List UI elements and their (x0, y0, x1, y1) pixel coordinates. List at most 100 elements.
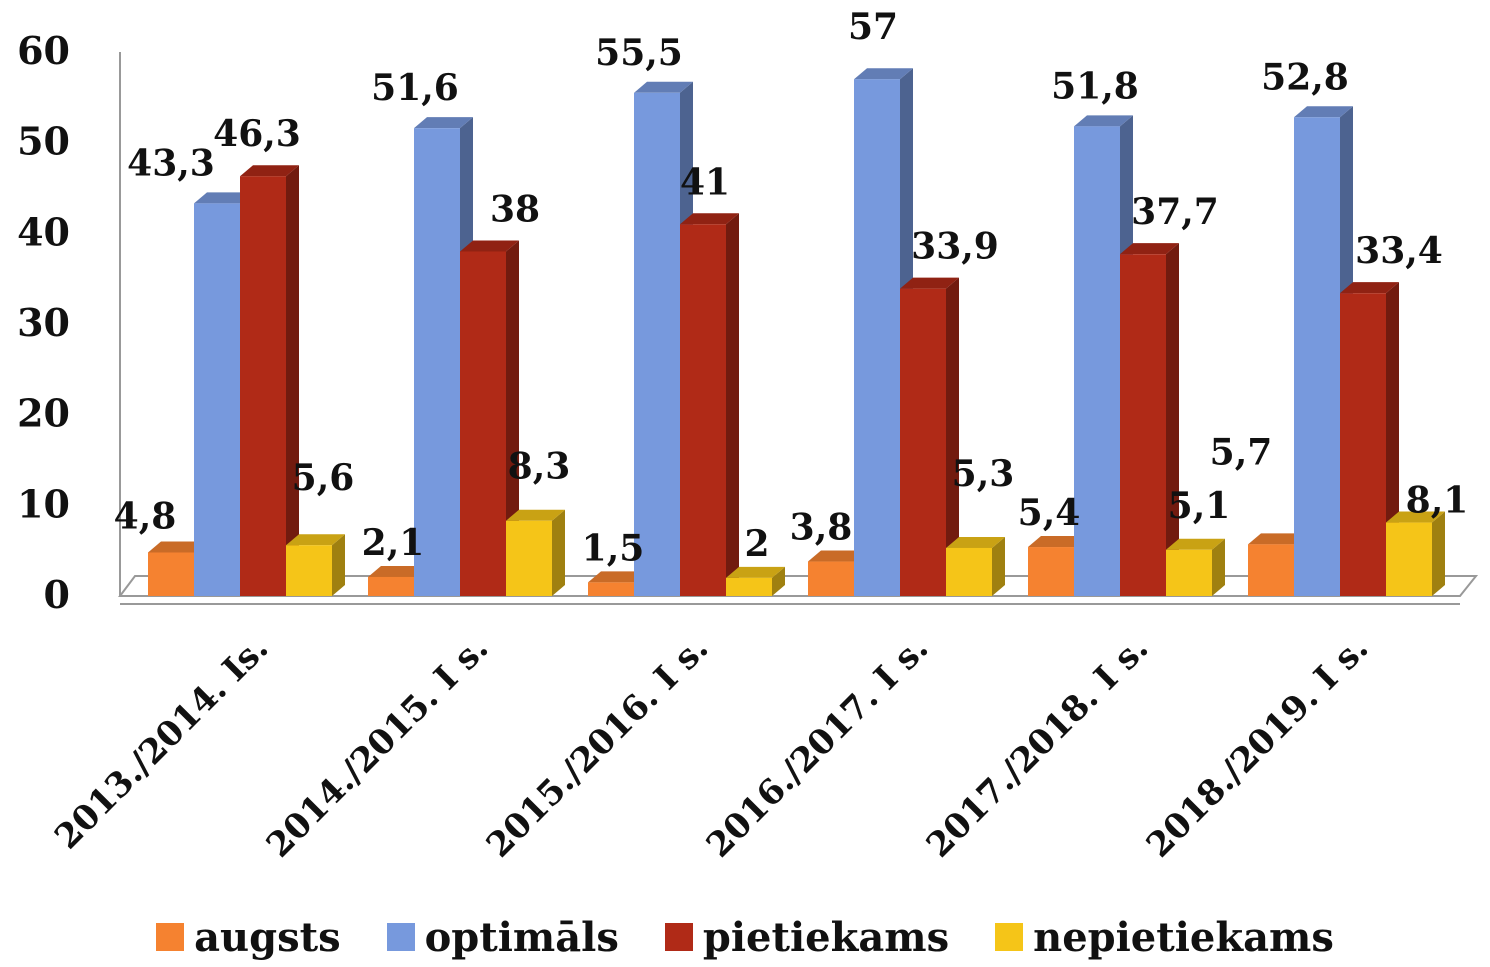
y-tick-label: 20 (17, 391, 70, 436)
y-tick-label: 10 (17, 481, 70, 526)
bar-optimāls (854, 79, 900, 596)
bar-pietiekams (680, 224, 726, 596)
bar-top-optimāls (194, 192, 253, 204)
bar-augsts (1248, 544, 1294, 596)
y-tick-label: 40 (17, 209, 70, 254)
y-tick-label: 50 (17, 119, 70, 164)
legend-label: nepietiekams (1033, 913, 1334, 961)
bar-top-augsts (1028, 536, 1087, 548)
bar-side-pietiekams (1166, 243, 1179, 597)
bar-augsts (588, 582, 634, 596)
bar-top-augsts (588, 571, 647, 583)
bar-top-augsts (808, 550, 867, 562)
data-labels: 4,8 43,346,3 5,62,1 51,6 38 8,3 1,5 55,5 41 2 3,8 5… (114, 6, 1469, 569)
y-axis-ticks: 0 10 20 30 40 50 60 (17, 28, 70, 617)
bar-nepietiekams (1166, 549, 1212, 596)
bar-top-pietiekams (680, 213, 739, 225)
bar-augsts (148, 552, 194, 596)
bar-nepietiekams (286, 545, 332, 596)
data-label-pietiekams: 46,3 (213, 113, 301, 155)
chart-legend: augsts optimāls pietiekams nepietiekams (0, 912, 1490, 962)
bar-optimāls (1294, 117, 1340, 596)
x-tick-label: 2018./2019. I s. (1139, 628, 1377, 866)
bar-pietiekams (460, 251, 506, 596)
legend-item-augsts: augsts (156, 913, 341, 961)
bar-top-nepietiekams (506, 509, 565, 521)
bar-nepietiekams (1386, 522, 1432, 596)
legend-label: pietiekams (702, 913, 950, 961)
bar-optimāls (634, 92, 680, 597)
y-tick-label: 60 (17, 28, 70, 73)
data-label-pietiekams: 33,4 (1355, 230, 1443, 272)
chart-bars (148, 68, 1445, 597)
bar-top-nepietiekams (1386, 511, 1445, 523)
bar-pietiekams (900, 288, 946, 596)
data-label-augsts: 5,7 (1210, 431, 1273, 473)
bar-nepietiekams (946, 547, 992, 596)
data-label-optimāls: 43,3 (127, 142, 215, 184)
legend-item-nepietiekams: nepietiekams (995, 914, 1334, 961)
bar-optimāls (1074, 126, 1120, 596)
legend-label: augsts (194, 913, 341, 961)
bar-chart: 0 10 20 30 40 50 60 4,8 43,346,3 5,62,1 51,6 38 8,3… (17, 6, 1479, 866)
bar-top-augsts (148, 541, 207, 553)
bar-augsts (1028, 547, 1074, 596)
bar-optimāls (414, 128, 460, 596)
data-label-optimāls: 52,8 (1261, 56, 1349, 98)
bar-top-pietiekams (1340, 282, 1399, 294)
bar-pietiekams (1340, 293, 1386, 596)
data-label-augsts: 1,5 (582, 527, 645, 569)
bar-nepietiekams (726, 577, 772, 596)
bar-top-pietiekams (240, 165, 299, 177)
data-label-pietiekams: 38 (490, 188, 540, 230)
legend-item-optimāls: optimāls (386, 913, 619, 961)
bar-side-pietiekams (506, 240, 519, 596)
data-label-nepietiekams: 5,1 (1168, 485, 1231, 527)
bar-side-nepietiekams (772, 566, 785, 596)
data-label-nepietiekams: 8,3 (508, 446, 571, 488)
bar-pietiekams (1120, 254, 1166, 597)
bar-top-pietiekams (1120, 243, 1179, 255)
bar-augsts (808, 561, 854, 596)
bar-top-pietiekams (460, 240, 519, 252)
data-label-nepietiekams: 2 (744, 523, 769, 565)
data-label-nepietiekams: 5,3 (952, 453, 1015, 495)
data-label-augsts: 4,8 (114, 495, 177, 537)
bar-side-nepietiekams (552, 509, 565, 596)
x-tick-label: 2014./2015. I s. (259, 628, 497, 866)
x-axis-ticks: 2013./2014. Is.2014./2015. I s.2015./201… (47, 628, 1376, 866)
bar-side-pietiekams (726, 213, 739, 596)
data-label-optimāls: 57 (848, 6, 898, 48)
legend-swatch (995, 923, 1024, 951)
bar-nepietiekams (506, 520, 552, 596)
data-label-augsts: 2,1 (362, 522, 425, 564)
bar-top-optimāls (1294, 106, 1353, 118)
legend-swatch (386, 923, 415, 951)
bar-optimāls (194, 203, 240, 596)
x-tick-label: 2013./2014. Is. (47, 628, 276, 857)
y-tick-label: 30 (17, 300, 70, 345)
x-tick-label: 2016./2017. I s. (699, 628, 937, 866)
y-tick-label: 0 (44, 572, 70, 617)
data-label-optimāls: 51,8 (1051, 65, 1139, 107)
data-label-augsts: 3,8 (790, 507, 853, 549)
bar-top-nepietiekams (1166, 538, 1225, 550)
bar-side-nepietiekams (1212, 538, 1225, 596)
data-label-pietiekams: 37,7 (1131, 191, 1219, 233)
bar-top-optimāls (1074, 115, 1133, 127)
bar-top-augsts (368, 565, 427, 577)
bar-top-nepietiekams (946, 536, 1005, 548)
bar-top-pietiekams (900, 277, 959, 289)
legend-label: optimāls (424, 913, 619, 961)
bar-side-pietiekams (286, 165, 299, 597)
x-tick-label: 2017./2018. I s. (919, 628, 1157, 866)
bar-top-optimāls (854, 68, 913, 80)
bar-side-nepietiekams (332, 534, 345, 596)
bar-top-optimāls (634, 81, 693, 93)
data-label-optimāls: 55,5 (595, 32, 683, 74)
bar-top-nepietiekams (286, 534, 345, 546)
data-label-pietiekams: 41 (680, 161, 730, 203)
bar-side-pietiekams (946, 277, 959, 596)
bar-top-augsts (1248, 533, 1307, 545)
data-label-optimāls: 51,6 (371, 67, 459, 109)
